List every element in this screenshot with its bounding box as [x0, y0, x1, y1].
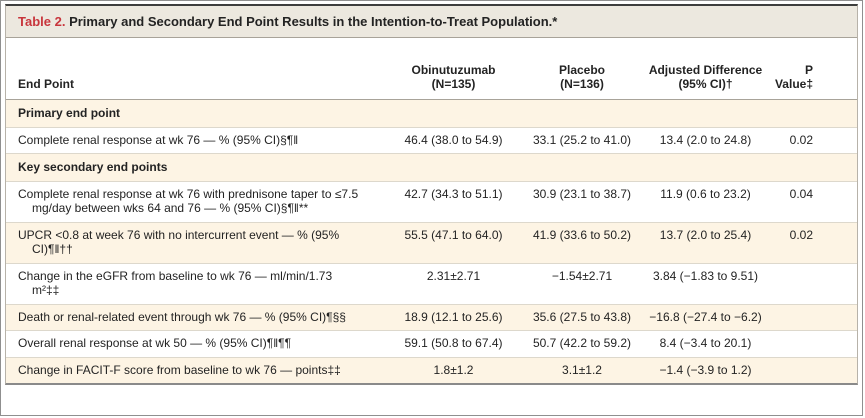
placebo-value: 33.1 (25.2 to 41.0) — [532, 132, 632, 147]
obinutuzumab-value: 42.7 (34.3 to 51.1) — [404, 186, 503, 201]
endpoint-label: Complete renal response at wk 76 — % (95… — [18, 132, 299, 147]
table-row-complete-renal-response: Complete renal response at wk 76 — % (95… — [6, 128, 857, 154]
placebo-value: 50.7 (42.2 to 59.2) — [532, 336, 632, 350]
obinutuzumab-value: 59.1 (50.8 to 67.4) — [404, 336, 503, 350]
section-row-primary-end-point: Primary end point — [6, 100, 857, 128]
table-row-complete-renal-response-prednisone-taper: Complete renal response at wk 76 with pr… — [6, 182, 857, 223]
p-value: 0.02 — [789, 227, 813, 242]
table-row-death-or-renal-event: Death or renal-related event through wk … — [6, 304, 857, 331]
obinutuzumab-value: 18.9 (12.1 to 25.6) — [404, 309, 503, 324]
table-body: Primary end point Complete renal respons… — [6, 100, 857, 383]
p-value: 0.02 — [789, 132, 813, 147]
adjusted-difference-value: 11.9 (0.6 to 23.2) — [660, 186, 751, 201]
adjusted-difference-value: 3.84 (−1.83 to 9.51) — [652, 268, 759, 283]
placebo-value: 41.9 (33.6 to 50.2) — [532, 227, 632, 242]
p-value: 0.04 — [789, 186, 813, 201]
col-header-endpoint: End Point — [18, 77, 74, 91]
obinutuzumab-value: 55.5 (47.1 to 64.0) — [404, 227, 503, 242]
section-label: Primary end point — [18, 106, 121, 120]
table-row-egfr-change: Change in the eGFR from baseline to wk 7… — [6, 264, 857, 305]
obinutuzumab-value: 2.31±2.71 — [426, 268, 481, 283]
endpoint-results-table: Table 2. Primary and Secondary End Point… — [5, 4, 858, 385]
obinutuzumab-value: 1.8±1.2 — [433, 362, 474, 377]
col-header-placebo: Placebo (N=136) — [558, 63, 606, 91]
endpoint-label: Change in FACIT-F score from baseline to… — [18, 362, 341, 377]
section-row-key-secondary-end-points: Key secondary end points — [6, 154, 857, 182]
table-header-row: End Point Obinutuzumab (N=135) Placebo (… — [6, 38, 857, 100]
endpoint-label: UPCR <0.8 at week 76 with no intercurren… — [18, 227, 340, 257]
placebo-value: 3.1±1.2 — [562, 362, 602, 377]
endpoint-label: Complete renal response at wk 76 with pr… — [18, 186, 359, 216]
obinutuzumab-value: 46.4 (38.0 to 54.9) — [404, 132, 503, 147]
placebo-value: 30.9 (23.1 to 38.7) — [532, 186, 632, 201]
endpoint-label: Change in the eGFR from baseline to wk 7… — [18, 268, 333, 298]
adjusted-difference-value: −16.8 (−27.4 to −6.2) — [649, 309, 762, 324]
endpoint-label: Death or renal-related event through wk … — [18, 309, 346, 324]
placebo-value: 35.6 (27.5 to 43.8) — [532, 309, 632, 324]
col-header-p-value: P Value‡ — [774, 63, 813, 91]
table-title-text: Primary and Secondary End Point Results … — [65, 14, 558, 29]
table-title-bar: Table 2. Primary and Secondary End Point… — [6, 6, 857, 38]
col-header-obinutuzumab: Obinutuzumab (N=135) — [411, 63, 496, 91]
adjusted-difference-value: 13.7 (2.0 to 25.4) — [659, 227, 752, 242]
endpoint-label: Overall renal response at wk 50 — % (95%… — [18, 336, 292, 350]
table-row-upcr: UPCR <0.8 at week 76 with no intercurren… — [6, 222, 857, 264]
adjusted-difference-value: −1.4 (−3.9 to 1.2) — [659, 362, 752, 377]
table-row-overall-renal-response: Overall renal response at wk 50 — % (95%… — [6, 331, 857, 358]
table-number: Table 2. — [18, 14, 66, 29]
table-row-facit-f-change: Change in FACIT-F score from baseline to… — [6, 357, 857, 383]
placebo-value: −1.54±2.71 — [551, 268, 613, 283]
section-label: Key secondary end points — [18, 160, 168, 174]
adjusted-difference-value: 8.4 (−3.4 to 20.1) — [659, 336, 752, 350]
col-header-adjusted-difference: Adjusted Difference (95% CI)† — [648, 63, 763, 91]
adjusted-difference-value: 13.4 (2.0 to 24.8) — [659, 132, 752, 147]
